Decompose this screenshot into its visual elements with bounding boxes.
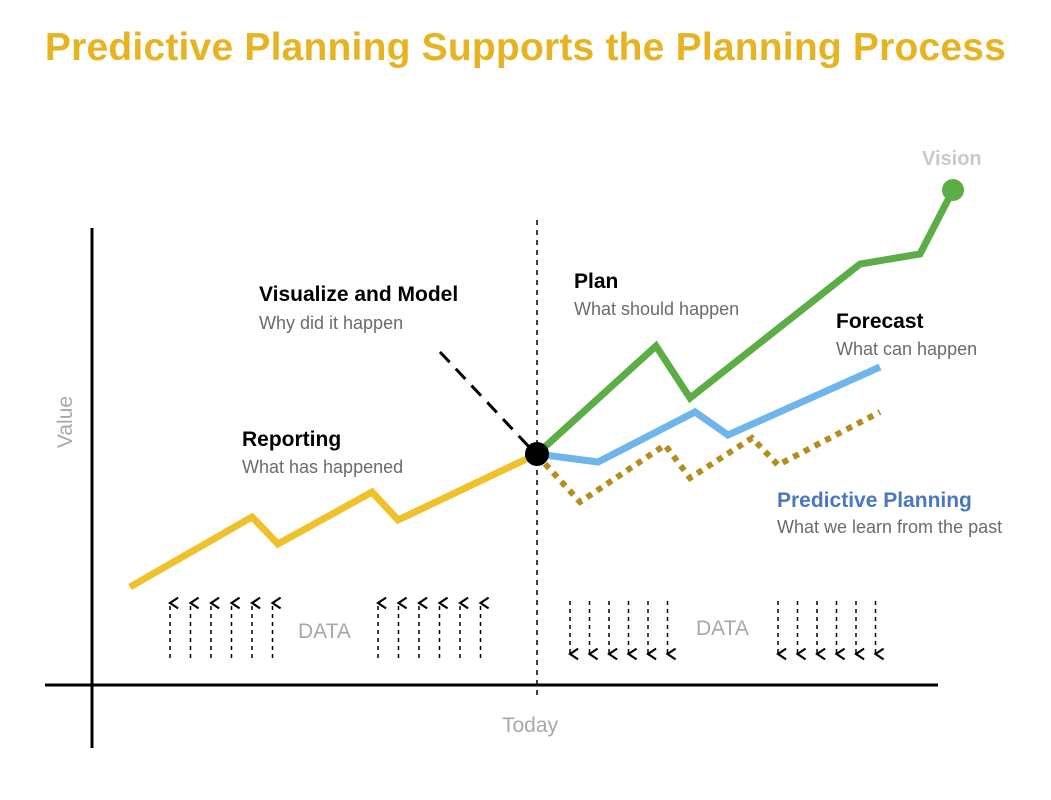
predictive-planning-line [534,409,882,506]
plan-subtitle: What should happen [574,299,740,319]
visualize-model-subtitle: Why did it happen [259,313,404,333]
data-arrows-down-middle [568,601,677,661]
reporting-title: Reporting [242,428,342,451]
today-label: Today [502,714,559,737]
forecast-line [536,363,882,466]
plan-title: Plan [574,270,619,293]
forecast-title: Forecast [836,310,924,333]
predictive-planning-title: Predictive Planning [777,489,972,512]
plan-line [534,188,957,457]
predictive-planning-subtitle: What we learn from the past [777,517,1003,537]
forecast-subtitle: What can happen [836,339,978,359]
page-title: Predictive Planning Supports the Plannin… [44,26,1007,69]
data-arrows-up-left [168,596,282,658]
vision-point [942,179,964,201]
data-arrows-up-middle [376,596,490,658]
data-label-left: DATA [298,620,351,643]
y-axis-label: Value [54,395,77,449]
data-arrows-down-right [776,601,885,661]
visualize-model-title: Visualize and Model [259,283,459,306]
vision-label: Vision [922,148,982,170]
today-point [525,442,549,466]
reporting-line [128,450,539,591]
reporting-subtitle: What has happened [242,457,404,477]
data-label-right: DATA [696,617,749,640]
visualize-model-connector [438,350,534,452]
